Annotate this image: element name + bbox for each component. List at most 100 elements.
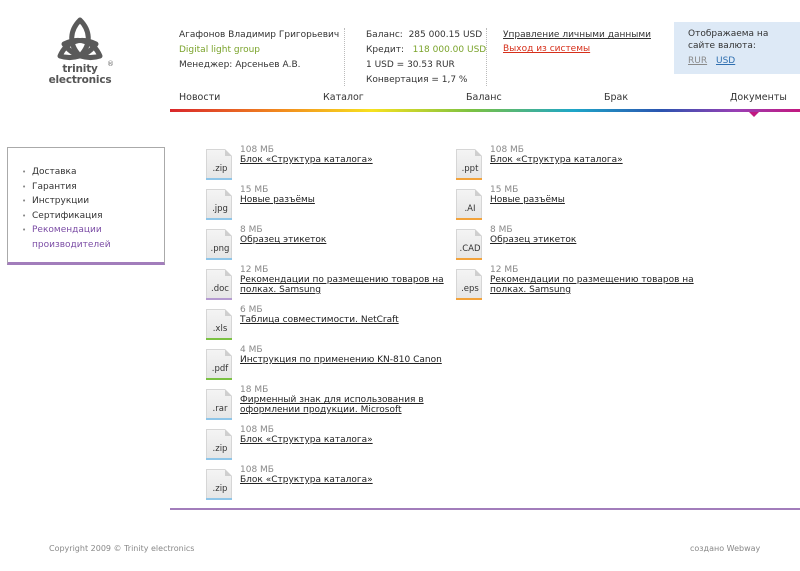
file-type-stripe xyxy=(206,218,232,220)
conversion-rate: Конвертация = 1,7 % xyxy=(366,75,468,85)
file-extension: .png xyxy=(210,244,230,254)
file-icon[interactable]: .zip xyxy=(206,429,232,460)
credit-row: Кредит: 118 000.00 USD xyxy=(366,43,486,58)
sidebar-item-instructions[interactable]: Инструкции xyxy=(22,194,164,209)
file-type-stripe xyxy=(456,298,482,300)
currency-options: RUR USD xyxy=(688,55,786,67)
file-link[interactable]: Новые разъёмы xyxy=(490,195,565,205)
balance-label: Баланс: xyxy=(366,30,403,40)
currency-title: Отображаема на сайте валюта: xyxy=(688,29,769,51)
nav-item-news[interactable]: Новости xyxy=(179,92,221,103)
file-size: 8 МБ xyxy=(490,225,513,235)
divider xyxy=(344,28,345,86)
file-item: .jpg 15 МБ Новые разъёмы xyxy=(206,185,446,225)
user-company: Digital light group xyxy=(179,45,260,55)
file-icon[interactable]: .eps xyxy=(456,269,482,300)
file-item: .xls 6 МБ Таблица совместимости. NetCraf… xyxy=(206,305,446,345)
file-link[interactable]: Образец этикеток xyxy=(490,235,577,245)
file-icon[interactable]: .jpg xyxy=(206,189,232,220)
file-size: 15 МБ xyxy=(490,185,519,195)
sidebar-item-delivery[interactable]: Доставка xyxy=(22,165,164,180)
file-size: 15 МБ xyxy=(240,185,269,195)
file-item: .eps 12 МБ Рекомендации по размещению то… xyxy=(456,265,696,305)
main-nav: Новости Каталог Баланс Брак Документы xyxy=(170,92,800,108)
file-extension: .pdf xyxy=(211,364,229,374)
file-item: .rar 18 МБ Фирменный знак для использова… xyxy=(206,385,446,425)
active-nav-pointer xyxy=(749,112,759,117)
file-item: .doc 12 МБ Рекомендации по размещению то… xyxy=(206,265,446,305)
file-item: .zip 108 МБ Блок «Структура каталога» xyxy=(206,145,446,185)
file-extension: .doc xyxy=(211,284,229,294)
sidebar-menu: Доставка Гарантия Инструкции Сертификаци… xyxy=(22,165,164,252)
file-icon[interactable]: .doc xyxy=(206,269,232,300)
file-link[interactable]: Таблица совместимости. NetCraft xyxy=(240,315,399,325)
currency-rur-link[interactable]: RUR xyxy=(688,56,708,66)
file-extension: .CAD xyxy=(459,244,481,254)
file-size: 6 МБ xyxy=(240,305,263,315)
file-link[interactable]: Образец этикеток xyxy=(240,235,327,245)
developer-credit[interactable]: создано Webway xyxy=(690,544,761,553)
file-icon[interactable]: .xls xyxy=(206,309,232,340)
file-icon[interactable]: .AI xyxy=(456,189,482,220)
file-icon[interactable]: .pdf xyxy=(206,349,232,380)
file-type-stripe xyxy=(206,418,232,420)
sidebar: Доставка Гарантия Инструкции Сертификаци… xyxy=(7,147,165,265)
account-links: Управление личными данными Выход из сист… xyxy=(503,28,651,56)
file-extension: .zip xyxy=(212,164,228,174)
user-name: Агафонов Владимир Григорьевич xyxy=(179,30,340,40)
file-link[interactable]: Инструкция по применению KN-810 Canon xyxy=(240,355,442,365)
nav-item-defects[interactable]: Брак xyxy=(604,92,629,103)
logo[interactable]: trinity electronics ® xyxy=(40,16,120,96)
file-link[interactable]: Блок «Структура каталога» xyxy=(490,155,623,165)
trinity-knot-icon xyxy=(57,17,103,60)
profile-link[interactable]: Управление личными данными xyxy=(503,30,651,40)
file-icon[interactable]: .png xyxy=(206,229,232,260)
logout-link[interactable]: Выход из системы xyxy=(503,44,591,54)
file-extension: .zip xyxy=(212,444,228,454)
brand-name: trinity electronics xyxy=(48,63,112,86)
file-icon[interactable]: .CAD xyxy=(456,229,482,260)
file-extension: .zip xyxy=(212,484,228,494)
content-bottom-rule xyxy=(170,508,800,510)
sidebar-item-certification[interactable]: Сертификация xyxy=(22,209,164,224)
file-icon[interactable]: .ppt xyxy=(456,149,482,180)
file-item: .ppt 108 МБ Блок «Структура каталога» xyxy=(456,145,696,185)
file-size: 108 МБ xyxy=(240,425,274,435)
file-link[interactable]: Блок «Структура каталога» xyxy=(240,435,373,445)
file-link[interactable]: Рекомендации по размещению товаров на по… xyxy=(240,275,444,295)
currency-selector: Отображаема на сайте валюта: RUR USD xyxy=(674,22,800,74)
file-type-stripe xyxy=(206,458,232,460)
nav-item-catalog[interactable]: Каталог xyxy=(323,92,364,103)
file-size: 4 МБ xyxy=(240,345,263,355)
file-link[interactable]: Блок «Структура каталога» xyxy=(240,155,373,165)
file-size: 12 МБ xyxy=(240,265,269,275)
sidebar-item-recommendations[interactable]: Рекомендации производителей xyxy=(22,223,164,252)
file-type-stripe xyxy=(206,338,232,340)
file-size: 18 МБ xyxy=(240,385,269,395)
file-link[interactable]: Фирменный знак для использования в оформ… xyxy=(240,395,424,415)
user-manager: Менеджер: Арсеньев А.В. xyxy=(179,60,301,70)
file-size: 8 МБ xyxy=(240,225,263,235)
file-link[interactable]: Блок «Структура каталога» xyxy=(240,475,373,485)
file-icon[interactable]: .zip xyxy=(206,469,232,500)
file-size: 108 МБ xyxy=(490,145,524,155)
sidebar-item-warranty[interactable]: Гарантия xyxy=(22,180,164,195)
file-icon[interactable]: .rar xyxy=(206,389,232,420)
file-type-stripe xyxy=(456,258,482,260)
file-extension: .AI xyxy=(464,204,476,214)
file-extension: .ppt xyxy=(461,164,479,174)
file-link[interactable]: Рекомендации по размещению товаров на по… xyxy=(490,275,694,295)
file-item: .zip 108 МБ Блок «Структура каталога» xyxy=(206,425,446,465)
file-icon[interactable]: .zip xyxy=(206,149,232,180)
balance-info: Баланс: 285 000.15 USD Кредит: 118 000.0… xyxy=(366,28,486,88)
credit-label: Кредит: xyxy=(366,45,404,55)
file-item: .zip 108 МБ Блок «Структура каталога» xyxy=(206,465,446,505)
currency-usd-link[interactable]: USD xyxy=(715,56,736,66)
file-type-stripe xyxy=(206,498,232,500)
nav-item-documents[interactable]: Документы xyxy=(730,92,787,103)
file-type-stripe xyxy=(456,218,482,220)
file-type-stripe xyxy=(206,178,232,180)
file-link[interactable]: Новые разъёмы xyxy=(240,195,315,205)
nav-item-balance[interactable]: Баланс xyxy=(466,92,502,103)
copyright: Copyright 2009 © Trinity electronics xyxy=(49,544,195,553)
